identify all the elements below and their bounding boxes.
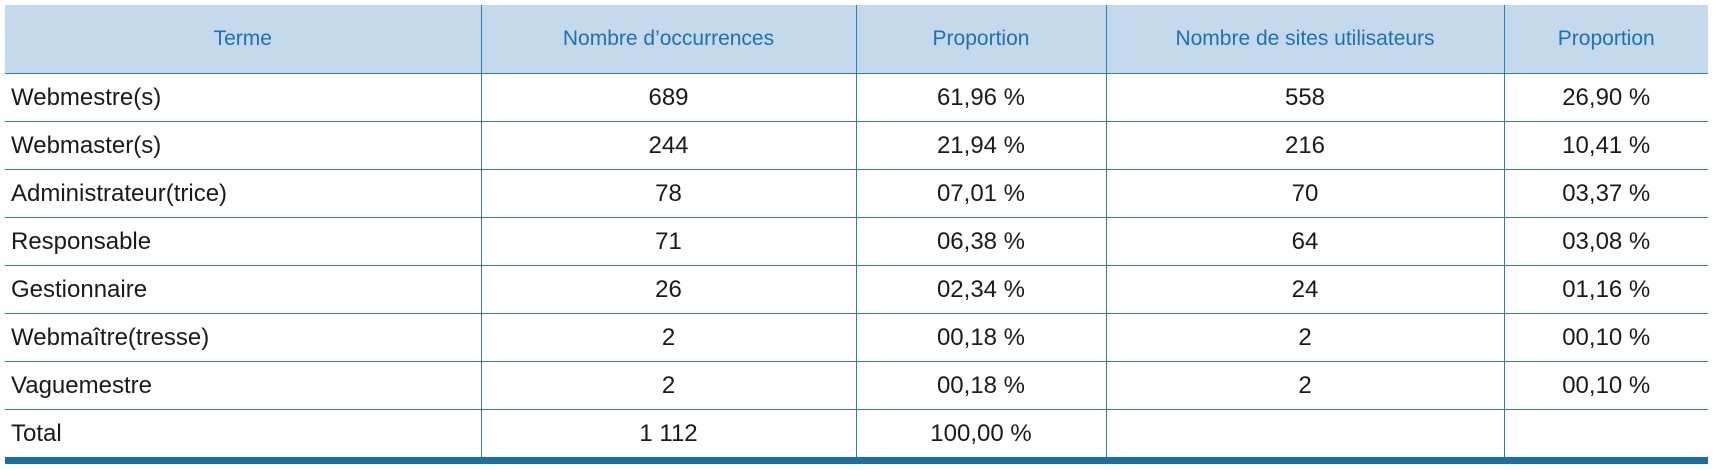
table-cell: 2 (480, 313, 857, 362)
table-cell: 00,10 % (1503, 313, 1708, 362)
table-cell: 100,00 % (855, 409, 1107, 461)
table-cell: 216 (1105, 121, 1505, 170)
header-row: Terme Nombre d’occurrences Proportion Nombr… (5, 5, 1708, 74)
table-cell: 689 (480, 73, 857, 122)
table-cell: Gestionnaire (5, 265, 482, 314)
table-cell: 03,37 % (1503, 169, 1708, 218)
table-cell: 244 (480, 121, 857, 170)
table-cell: 01,16 % (1503, 265, 1708, 314)
table-cell: 64 (1105, 217, 1505, 266)
table-cell: 06,38 % (855, 217, 1107, 266)
table-cell: Administrateur(trice) (5, 169, 482, 218)
header-cell: Nombre de sites utilisateurs (1105, 5, 1505, 74)
table-cell: Webmaster(s) (5, 121, 482, 170)
table-cell: 00,18 % (855, 313, 1107, 362)
empty-cell (1503, 409, 1708, 461)
empty-cell (1105, 409, 1505, 461)
table-cell: 2 (480, 361, 857, 410)
table-row: Responsable 71 06,38 % 64 03,08 % (5, 217, 1708, 266)
table-cell: 26,90 % (1503, 73, 1708, 122)
table-cell: 21,94 % (855, 121, 1107, 170)
header-cell: Proportion (1503, 5, 1708, 74)
table-row: Webmestre(s) 689 61,96 % 558 26,90 % (5, 73, 1708, 122)
table-row: Administrateur(trice) 78 07,01 % 70 03,37 % (5, 169, 1708, 218)
table-cell: 71 (480, 217, 857, 266)
table-cell: 07,01 % (855, 169, 1107, 218)
table-row: Vaguemestre 2 00,18 % 2 00,10 % (5, 361, 1708, 410)
table-row: Gestionnaire 26 02,34 % 24 01,16 % (5, 265, 1708, 314)
data-table: Terme Nombre d’occurrences Proportion Nombr… (5, 5, 1708, 464)
table-cell: Total (5, 409, 482, 461)
table-cell: 00,10 % (1503, 361, 1708, 410)
header-cell: Nombre d’occurrences (480, 5, 857, 74)
table-row: Webmaître(tresse) 2 00,18 % 2 00,10 % (5, 313, 1708, 362)
table-cell: 78 (480, 169, 857, 218)
table-cell: 24 (1105, 265, 1505, 314)
table-cell: Webmaître(tresse) (5, 313, 482, 362)
table-cell: 2 (1105, 361, 1505, 410)
table-cell: Responsable (5, 217, 482, 266)
table-cell: 00,18 % (855, 361, 1107, 410)
table-row: Total 1 112 100,00 % (5, 409, 1708, 461)
table-cell: 70 (1105, 169, 1505, 218)
table-cell: Vaguemestre (5, 361, 482, 410)
table-cell: 26 (480, 265, 857, 314)
table-cell: 03,08 % (1503, 217, 1708, 266)
table-cell: 61,96 % (855, 73, 1107, 122)
table-cell: 2 (1105, 313, 1505, 362)
header-cell: Proportion (855, 5, 1107, 74)
header-cell: Terme (5, 5, 482, 74)
table-cell: 10,41 % (1503, 121, 1708, 170)
table-cell: Webmestre(s) (5, 73, 482, 122)
table-cell: 02,34 % (855, 265, 1107, 314)
table-cell: 558 (1105, 73, 1505, 122)
table-cell: 1 112 (480, 409, 857, 461)
table-row: Webmaster(s) 244 21,94 % 216 10,41 % (5, 121, 1708, 170)
